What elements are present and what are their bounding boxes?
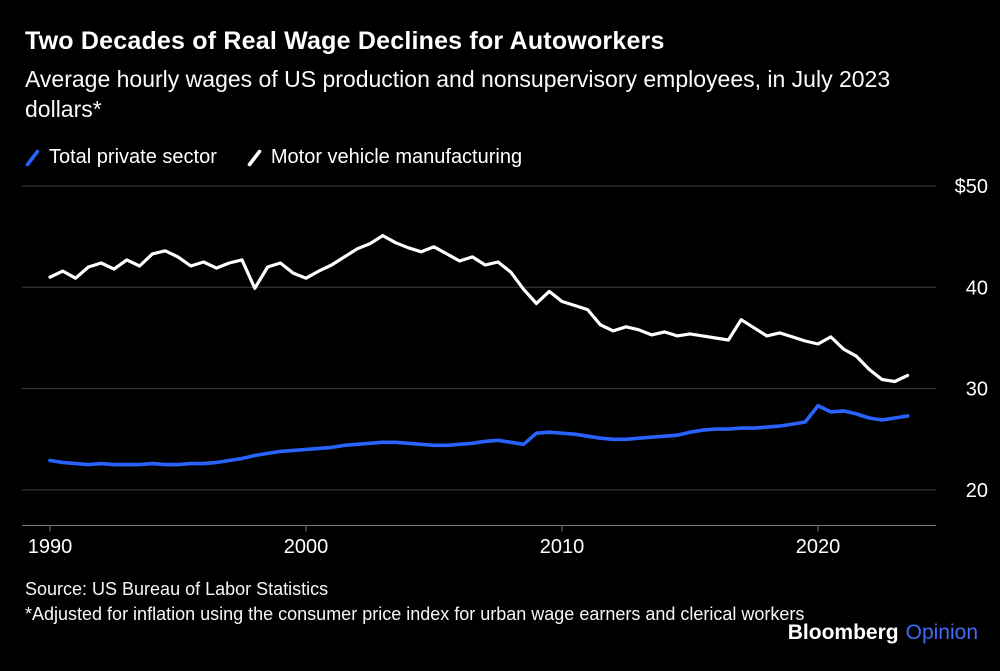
legend-item-motor-vehicle: Motor vehicle manufacturing: [247, 146, 522, 169]
svg-text:20: 20: [966, 480, 988, 502]
svg-text:2010: 2010: [540, 536, 585, 558]
footnote-text: *Adjusted for inflation using the consum…: [25, 604, 805, 625]
page-title: Two Decades of Real Wage Declines for Au…: [25, 27, 665, 55]
brand-opinion: Opinion: [905, 621, 978, 644]
legend-slash-icon: [247, 149, 262, 166]
page-subtitle: Average hourly wages of US production an…: [25, 66, 891, 122]
legend-label: Total private sector: [49, 146, 217, 168]
svg-text:2000: 2000: [284, 536, 329, 558]
svg-text:2020: 2020: [796, 536, 841, 558]
source-text: Source: US Bureau of Labor Statistics: [25, 579, 329, 599]
brand-bloomberg: Bloomberg: [787, 621, 899, 644]
svg-text:30: 30: [966, 379, 988, 401]
brand-logo: Bloomberg Opinion: [788, 621, 978, 645]
svg-text:$50: $50: [955, 176, 988, 198]
chart-legend: Total private sector Motor vehicle manuf…: [25, 146, 522, 169]
legend-label: Motor vehicle manufacturing: [270, 146, 523, 168]
legend-slash-icon: [25, 149, 40, 166]
legend-item-total-private: Total private sector: [25, 146, 217, 169]
svg-text:40: 40: [966, 277, 988, 299]
chart-footer: Source: US Bureau of Labor Statistics *A…: [25, 577, 804, 626]
svg-text:1990: 1990: [28, 536, 73, 558]
